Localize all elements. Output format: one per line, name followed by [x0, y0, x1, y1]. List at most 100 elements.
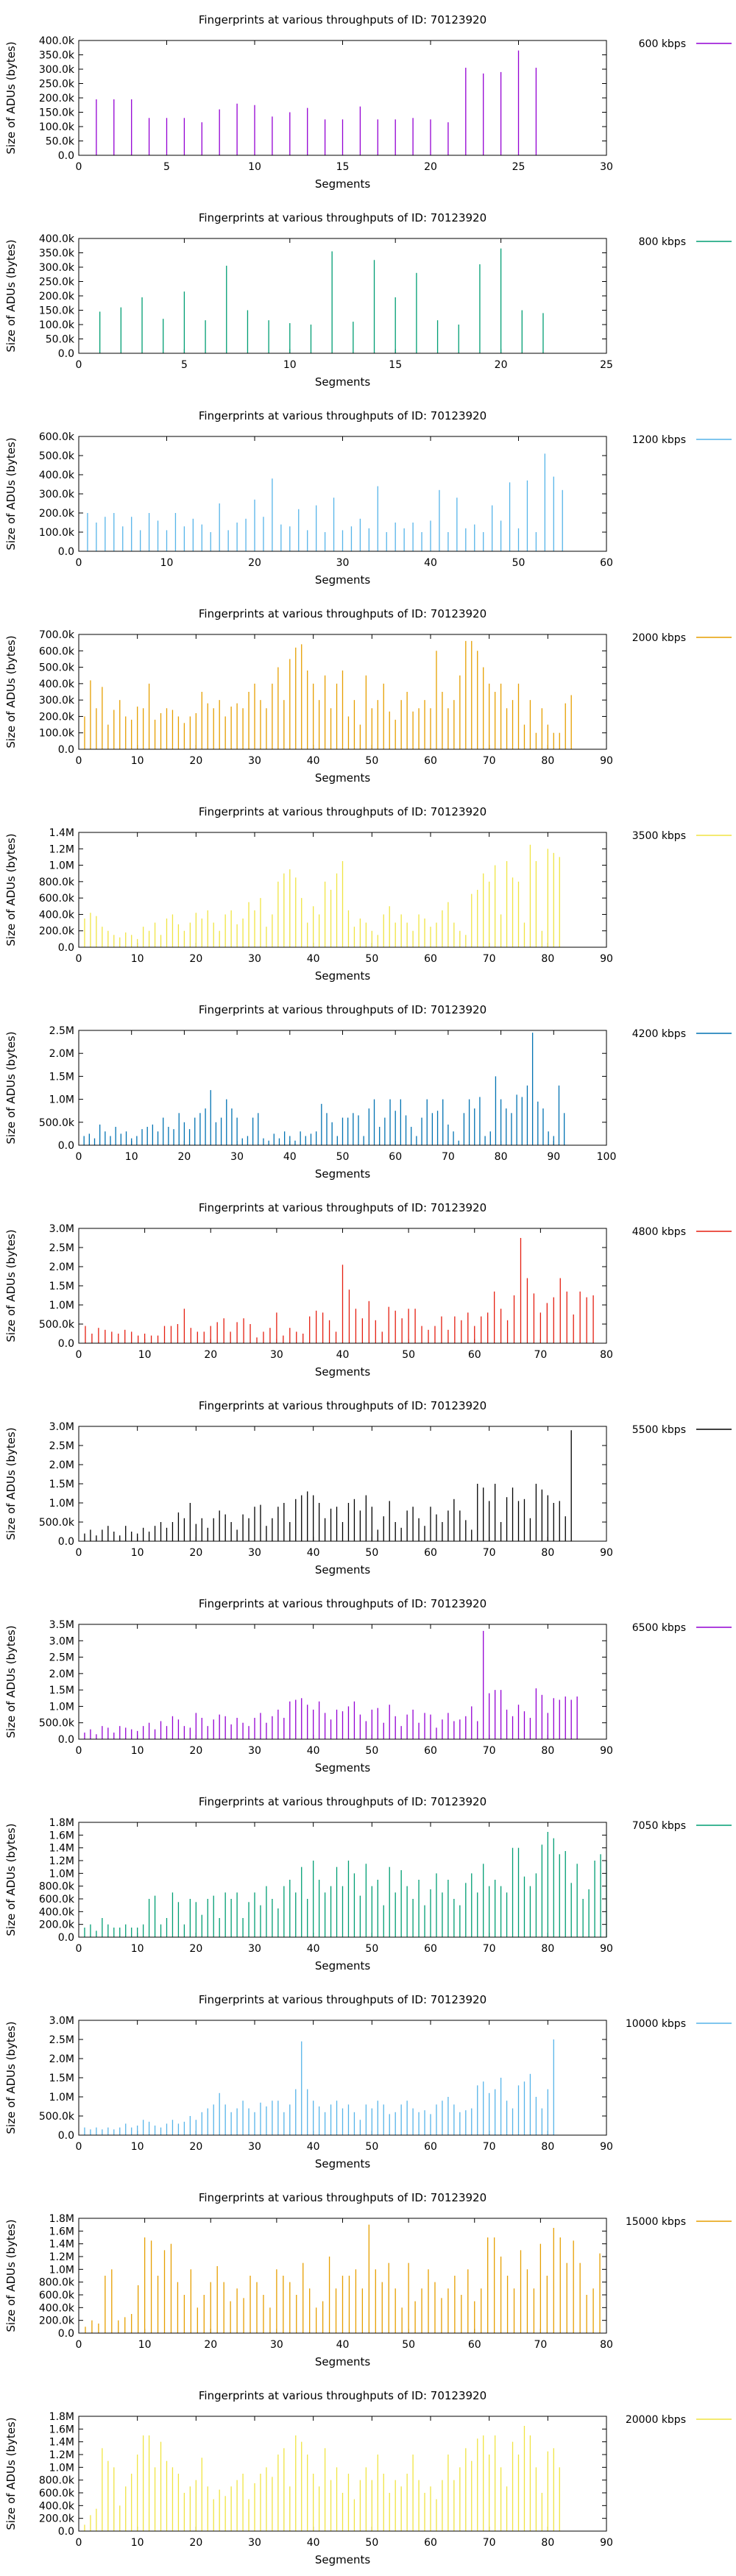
chart-title: Fingerprints at various throughputs of I… — [199, 211, 486, 224]
y-axis-label: Size of ADUs (bytes) — [4, 2219, 18, 2332]
y-tick-label: 300.0k — [39, 262, 75, 274]
x-tick-label: 70 — [483, 1943, 496, 1955]
y-axis-label: Size of ADUs (bytes) — [4, 41, 18, 154]
y-axis-label: Size of ADUs (bytes) — [4, 1625, 18, 1738]
y-tick-label: 1.8M — [49, 1817, 74, 1829]
x-tick-label: 90 — [600, 1943, 613, 1955]
plot-frame — [78, 1822, 607, 1938]
y-tick-label: 2.0M — [49, 1262, 74, 1273]
y-tick-label: 300.0k — [39, 489, 75, 500]
x-tick-label: 20 — [189, 2537, 202, 2549]
y-tick-label: 1.0M — [49, 860, 74, 872]
x-tick-label: 80 — [600, 2339, 613, 2351]
chart-title: Fingerprints at various throughputs of I… — [199, 607, 486, 620]
y-tick-label: 1.6M — [49, 2424, 74, 2435]
x-tick-label: 70 — [483, 2537, 496, 2549]
chart-title: Fingerprints at various throughputs of I… — [199, 805, 486, 818]
x-tick-label: 30 — [248, 2537, 261, 2549]
chart-title: Fingerprints at various throughputs of I… — [199, 1003, 486, 1016]
x-tick-label: 10 — [131, 2141, 144, 2153]
y-tick-label: 1.4M — [49, 2239, 74, 2251]
y-axis-label: Size of ADUs (bytes) — [4, 1229, 18, 1342]
x-tick-label: 5 — [163, 161, 170, 173]
y-tick-label: 1.0M — [49, 1094, 74, 1106]
x-axis-label: Segments — [315, 1563, 371, 1577]
x-tick-label: 90 — [600, 2141, 613, 2153]
y-tick-label: 200.0k — [39, 1919, 75, 1931]
x-tick-label: 70 — [483, 755, 496, 767]
x-tick-label: 40 — [307, 2537, 320, 2549]
x-tick-label: 80 — [495, 1151, 508, 1163]
x-tick-label: 80 — [541, 2141, 554, 2153]
y-axis-label: Size of ADUs (bytes) — [4, 2021, 18, 2134]
x-tick-label: 30 — [248, 953, 261, 965]
y-tick-label: 1.0M — [49, 2092, 74, 2103]
chart-panel-4: Fingerprints at various throughputs of I… — [4, 607, 732, 785]
x-tick-label: 50 — [336, 1151, 350, 1163]
x-axis-label: Segments — [315, 1365, 371, 1379]
x-tick-label: 30 — [270, 2339, 283, 2351]
y-tick-label: 0.0 — [58, 546, 74, 558]
legend-label: 4200 kbps — [632, 1028, 686, 1040]
x-axis-label: Segments — [315, 2157, 371, 2170]
chart-panel-7: Fingerprints at various throughputs of I… — [4, 1201, 732, 1379]
x-axis-label: Segments — [315, 969, 371, 983]
chart-title: Fingerprints at various throughputs of I… — [199, 1597, 486, 1610]
y-tick-label: 300.0k — [39, 695, 75, 707]
x-tick-label: 50 — [402, 2339, 415, 2351]
plot-frame — [78, 1624, 607, 1740]
legend-label: 2000 kbps — [632, 632, 686, 644]
y-tick-label: 150.0k — [39, 305, 75, 317]
y-tick-label: 3.0M — [49, 1635, 74, 1647]
x-tick-label: 20 — [248, 557, 261, 569]
x-tick-label: 30 — [248, 1943, 261, 1955]
y-tick-label: 800.0k — [39, 877, 75, 888]
y-tick-label: 800.0k — [39, 2277, 75, 2289]
y-tick-label: 1.0M — [49, 1498, 74, 1510]
x-tick-label: 80 — [541, 1547, 554, 1559]
x-tick-label: 70 — [534, 1349, 547, 1361]
x-tick-label: 90 — [547, 1151, 560, 1163]
x-tick-label: 40 — [307, 1547, 320, 1559]
legend-label: 7050 kbps — [632, 1820, 686, 1832]
y-tick-label: 1.4M — [49, 2437, 74, 2449]
x-tick-label: 60 — [424, 1547, 437, 1559]
y-tick-label: 1.5M — [49, 1281, 74, 1292]
y-tick-label: 3.0M — [49, 2015, 74, 2027]
plot-frame — [78, 40, 607, 156]
chart-panel-11: Fingerprints at various throughputs of I… — [4, 1993, 732, 2170]
y-tick-label: 0.0 — [58, 1338, 74, 1350]
x-tick-label: 90 — [600, 755, 613, 767]
x-tick-label: 60 — [424, 2537, 437, 2549]
y-tick-label: 500.0k — [39, 662, 75, 674]
y-tick-label: 300.0k — [39, 64, 75, 76]
y-tick-label: 400.0k — [39, 2500, 75, 2512]
y-tick-label: 150.0k — [39, 107, 75, 119]
y-axis-label: Size of ADUs (bytes) — [4, 239, 18, 352]
x-tick-label: 50 — [365, 1547, 378, 1559]
y-tick-label: 1.0M — [49, 1868, 74, 1880]
x-tick-label: 20 — [495, 359, 508, 371]
x-tick-label: 30 — [600, 161, 613, 173]
y-tick-label: 2.5M — [49, 1440, 74, 1452]
x-tick-label: 10 — [131, 2537, 144, 2549]
y-axis-label: Size of ADUs (bytes) — [4, 635, 18, 748]
y-tick-label: 0.0 — [58, 150, 74, 162]
y-tick-label: 600.0k — [39, 645, 75, 657]
x-tick-label: 25 — [512, 161, 526, 173]
x-axis-label: Segments — [315, 1167, 371, 1181]
legend-label: 6500 kbps — [632, 1622, 686, 1634]
y-tick-label: 800.0k — [39, 1881, 75, 1893]
y-axis-label: Size of ADUs (bytes) — [4, 2417, 18, 2530]
y-tick-label: 1.2M — [49, 2449, 74, 2461]
x-tick-label: 10 — [138, 2339, 152, 2351]
y-tick-label: 2.0M — [49, 2053, 74, 2065]
y-tick-label: 1.0M — [49, 2462, 74, 2474]
x-tick-label: 80 — [541, 1943, 554, 1955]
y-tick-label: 500.0k — [39, 450, 75, 462]
y-axis-label: Size of ADUs (bytes) — [4, 1031, 18, 1144]
chart-title: Fingerprints at various throughputs of I… — [199, 409, 486, 422]
chart-panel-10: Fingerprints at various throughputs of I… — [4, 1795, 732, 1972]
x-tick-label: 10 — [131, 1547, 144, 1559]
